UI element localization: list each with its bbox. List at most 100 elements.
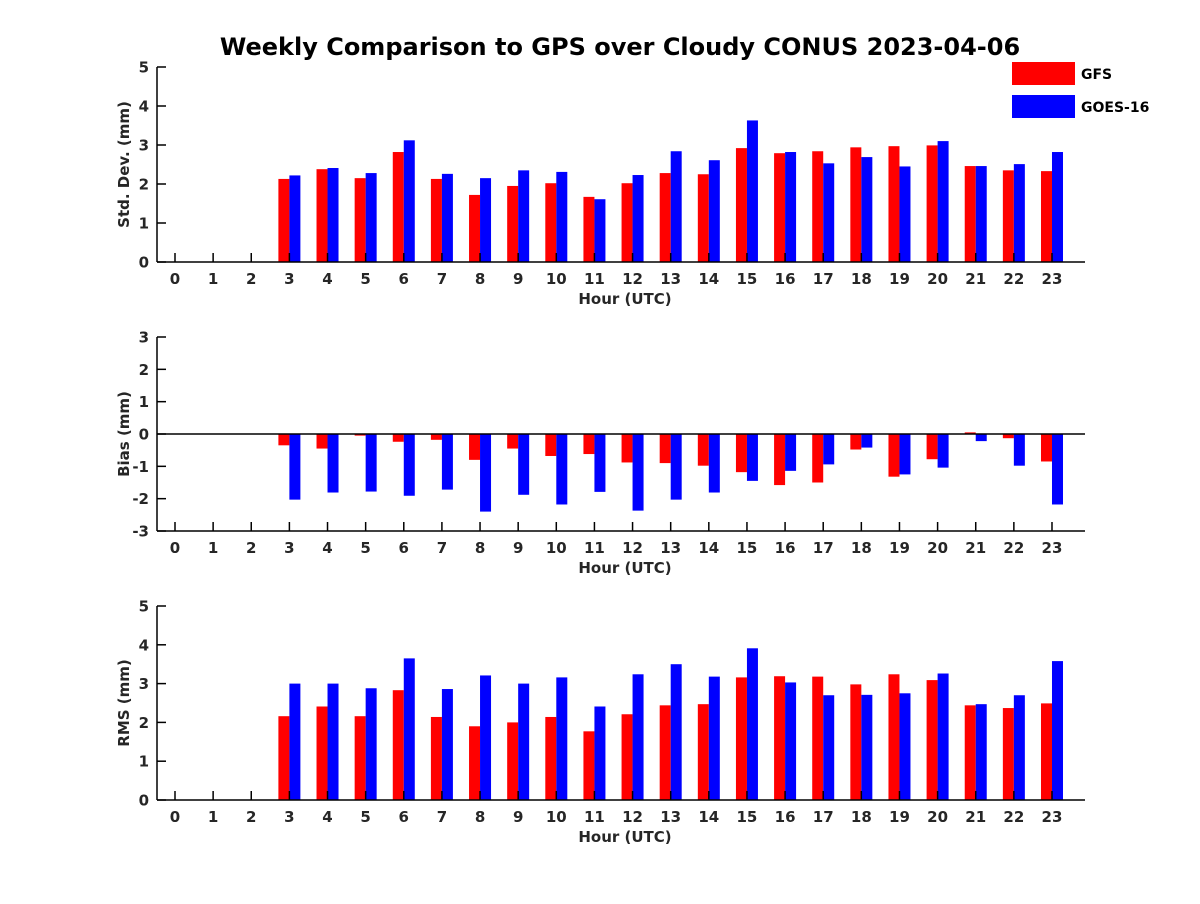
bar-goes-16-hour-16 xyxy=(785,682,797,800)
bar-gfs-hour-19 xyxy=(888,674,900,800)
bar-gfs-hour-14 xyxy=(697,434,709,466)
bar-goes-16-hour-7 xyxy=(441,434,453,490)
x-tick-label: 0 xyxy=(170,539,180,557)
bar-goes-16-hour-6 xyxy=(403,140,415,262)
bar-goes-16-hour-20 xyxy=(937,673,949,800)
bar-gfs-hour-9 xyxy=(507,434,519,449)
legend-swatch-gfs xyxy=(1012,62,1075,85)
x-axis-label: Hour (UTC) xyxy=(578,828,671,846)
bar-gfs-hour-11 xyxy=(583,731,595,800)
bar-goes-16-hour-15 xyxy=(746,434,758,481)
x-tick-label: 12 xyxy=(622,270,643,288)
bar-goes-16-hour-9 xyxy=(518,170,530,262)
bar-goes-16-hour-3 xyxy=(289,175,301,262)
bar-gfs-hour-23 xyxy=(1040,434,1052,462)
bar-goes-16-hour-14 xyxy=(708,434,720,493)
bar-goes-16-hour-6 xyxy=(403,434,415,496)
bar-gfs-hour-22 xyxy=(1002,708,1014,800)
x-tick-label: 16 xyxy=(775,539,796,557)
x-tick-label: 2 xyxy=(246,539,256,557)
bar-goes-16-hour-15 xyxy=(746,648,758,800)
bar-goes-16-hour-23 xyxy=(1051,434,1063,505)
x-tick-label: 3 xyxy=(284,270,294,288)
bar-goes-16-hour-18 xyxy=(861,434,873,448)
x-tick-label: 14 xyxy=(698,808,719,826)
bar-goes-16-hour-19 xyxy=(899,434,911,475)
y-axis-label: Std. Dev. (mm) xyxy=(115,101,133,228)
y-tick-label: -3 xyxy=(132,523,149,541)
bar-gfs-hour-12 xyxy=(621,714,633,800)
x-tick-label: 19 xyxy=(889,539,910,557)
bar-gfs-hour-19 xyxy=(888,434,900,477)
bar-gfs-hour-17 xyxy=(812,151,824,262)
bar-goes-16-hour-18 xyxy=(861,694,873,800)
bar-gfs-hour-7 xyxy=(430,716,442,800)
bar-goes-16-hour-21 xyxy=(975,166,987,262)
bar-gfs-hour-21 xyxy=(964,705,976,800)
bar-goes-16-hour-22 xyxy=(1013,434,1025,466)
bar-goes-16-hour-21 xyxy=(975,704,987,800)
x-tick-label: 3 xyxy=(284,539,294,557)
x-tick-label: 8 xyxy=(475,808,485,826)
x-tick-label: 18 xyxy=(851,808,872,826)
x-tick-label: 1 xyxy=(208,539,218,557)
bar-goes-16-hour-22 xyxy=(1013,695,1025,800)
bar-goes-16-hour-5 xyxy=(365,434,377,492)
bar-goes-16-hour-7 xyxy=(441,689,453,800)
x-tick-label: 23 xyxy=(1042,270,1063,288)
x-tick-label: 11 xyxy=(584,808,605,826)
bar-gfs-hour-18 xyxy=(850,147,862,262)
bar-goes-16-hour-23 xyxy=(1051,661,1063,800)
x-tick-label: 17 xyxy=(813,808,834,826)
bar-goes-16-hour-5 xyxy=(365,688,377,800)
x-tick-label: 19 xyxy=(889,270,910,288)
y-tick-label: 3 xyxy=(139,675,149,693)
legend-label-gfs: GFS xyxy=(1081,67,1112,83)
bar-goes-16-hour-22 xyxy=(1013,164,1025,262)
bar-goes-16-hour-17 xyxy=(823,434,835,465)
bar-gfs-hour-15 xyxy=(735,148,747,262)
bar-gfs-hour-16 xyxy=(774,676,786,800)
bar-gfs-hour-5 xyxy=(354,434,366,436)
bar-goes-16-hour-10 xyxy=(556,171,568,262)
x-tick-label: 8 xyxy=(475,270,485,288)
x-tick-label: 21 xyxy=(965,270,986,288)
x-tick-label: 21 xyxy=(965,539,986,557)
x-tick-label: 12 xyxy=(622,539,643,557)
x-tick-label: 22 xyxy=(1003,539,1024,557)
bar-gfs-hour-8 xyxy=(469,434,481,460)
bar-goes-16-hour-4 xyxy=(327,683,339,800)
bar-goes-16-hour-14 xyxy=(708,160,720,262)
x-tick-label: 12 xyxy=(622,808,643,826)
bar-gfs-hour-10 xyxy=(545,716,557,800)
bar-gfs-hour-16 xyxy=(774,153,786,262)
bar-gfs-hour-11 xyxy=(583,196,595,262)
y-axis-label: RMS (mm) xyxy=(115,659,133,746)
y-axis-label: Bias (mm) xyxy=(115,391,133,477)
x-tick-label: 13 xyxy=(660,539,681,557)
x-tick-label: 14 xyxy=(698,539,719,557)
y-tick-label: 2 xyxy=(139,176,149,194)
bar-goes-16-hour-11 xyxy=(594,199,606,262)
x-tick-label: 10 xyxy=(546,808,567,826)
x-tick-label: 5 xyxy=(360,539,370,557)
x-tick-label: 0 xyxy=(170,808,180,826)
bar-gfs-hour-18 xyxy=(850,434,862,450)
x-tick-label: 23 xyxy=(1042,808,1063,826)
bar-goes-16-hour-10 xyxy=(556,677,568,800)
bar-gfs-hour-12 xyxy=(621,434,633,463)
x-tick-label: 18 xyxy=(851,539,872,557)
bar-gfs-hour-16 xyxy=(774,434,786,486)
bar-goes-16-hour-7 xyxy=(441,173,453,262)
x-tick-label: 7 xyxy=(437,539,447,557)
bar-gfs-hour-6 xyxy=(392,690,404,800)
bar-gfs-hour-9 xyxy=(507,722,519,800)
bar-goes-16-hour-8 xyxy=(480,675,492,800)
y-tick-label: 1 xyxy=(139,753,149,771)
bar-gfs-hour-13 xyxy=(659,173,671,262)
